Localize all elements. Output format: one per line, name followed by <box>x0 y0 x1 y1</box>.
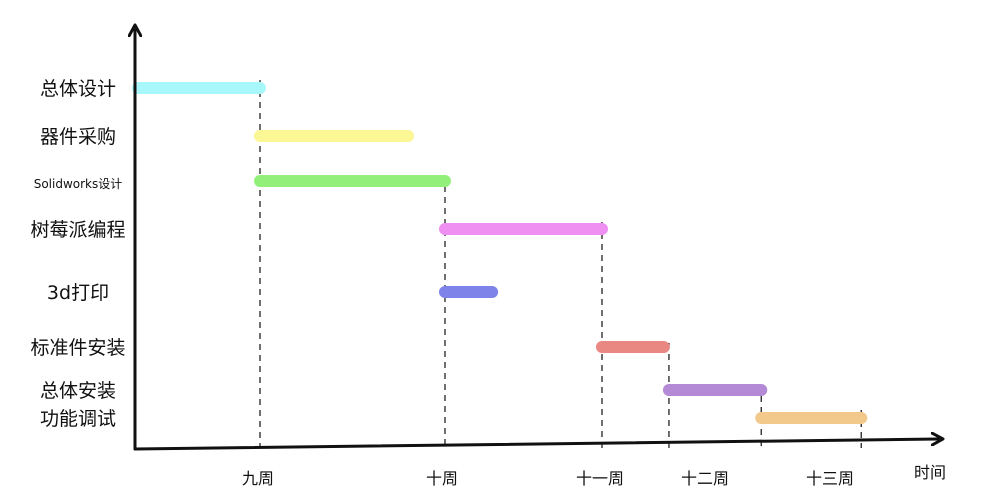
task-label: 功能调试 <box>40 408 116 430</box>
week-tick-label: 十三周 <box>806 469 854 488</box>
task-label: Solidworks设计 <box>34 177 123 191</box>
week-tick-label: 十二周 <box>681 469 729 488</box>
week-tick-labels: 九周 十周 十一周 十二周 十三周 <box>242 469 854 488</box>
task-label: 总体安装 <box>40 380 116 402</box>
task-label: 树莓派编程 <box>30 219 125 241</box>
task-label: 器件采购 <box>40 126 116 148</box>
week-divider-lines <box>259 80 862 448</box>
x-axis <box>133 439 938 451</box>
week-tick-label: 九周 <box>242 469 274 488</box>
x-axis-label: 时间 <box>914 463 946 482</box>
week-tick-label: 十一周 <box>576 469 624 488</box>
task-label: 总体设计 <box>40 78 116 100</box>
week-tick-label: 十周 <box>426 469 458 488</box>
task-label: 3d打印 <box>47 282 109 304</box>
task-label: 标准件安装 <box>30 337 125 359</box>
task-bars <box>132 82 868 424</box>
